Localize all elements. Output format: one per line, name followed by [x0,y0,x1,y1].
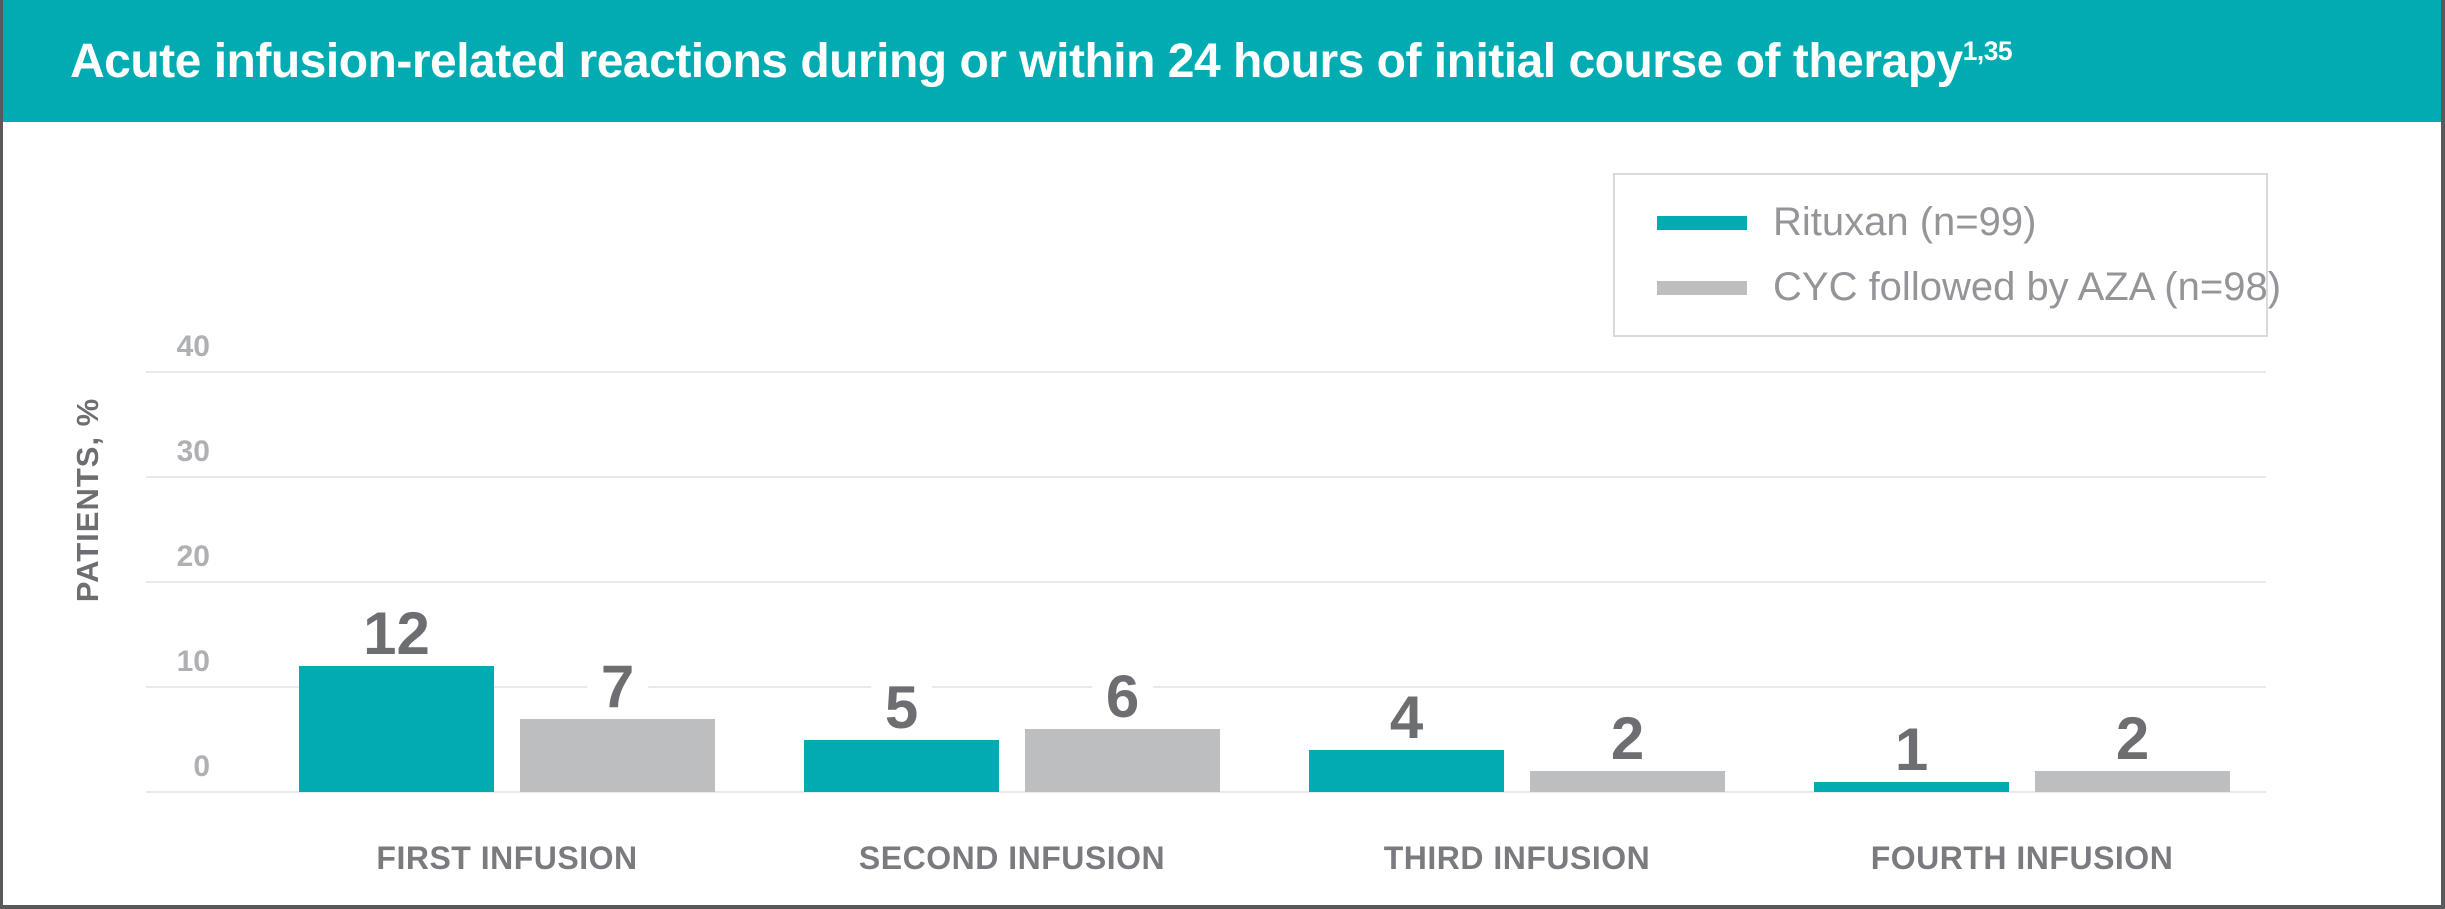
bar-value-label: 2 [2101,709,2164,769]
chart-legend: Rituxan (n=99) CYC followed by AZA (n=98… [1613,173,2281,337]
bar-series1-group1 [299,666,494,792]
legend-label: CYC followed by AZA (n=98) [1773,265,2282,309]
x-category-label: THIRD INFUSION [1383,840,1651,876]
bar-series2-group2 [1025,729,1220,792]
bar-series1-group4 [1814,781,2009,792]
cyc-aza-swatch-icon [1657,280,1747,295]
gridline-30 [146,476,2266,478]
bar-value-label: 4 [1375,688,1438,748]
gridline-0 [146,791,2266,793]
legend-label: Rituxan (n=99) [1773,200,2037,244]
y-axis-title: PATIENTS, % [70,397,105,603]
bar-value-label: 1 [1880,719,1943,779]
bar-value-label: 2 [1596,709,1659,769]
title-banner: Acute infusion-related reactions during … [3,0,2441,122]
bar-series1-group3 [1309,750,1504,792]
bar-value-label: 5 [870,677,933,737]
y-tick-label-20: 20 [176,540,210,573]
bar-value-label: 7 [586,656,649,716]
bar-series2-group4 [2035,771,2230,792]
bar-series2-group1 [520,718,715,792]
y-tick-label-30: 30 [176,435,210,468]
rituxan-swatch-icon [1657,215,1747,230]
x-category-label: SECOND INFUSION [858,840,1166,876]
legend-item-rituxan: Rituxan (n=99) [1657,200,2266,245]
x-category-label: FIRST INFUSION [376,840,638,876]
bar-value-label: 12 [349,604,444,664]
gridline-10 [146,686,2266,688]
title-reference-superscript: 1,35 [1962,35,2013,66]
bar-series2-group3 [1530,771,1725,792]
bar-series1-group2 [804,739,999,792]
x-category-label: FOURTH INFUSION [1870,840,2174,876]
page-title: Acute infusion-related reactions during … [3,34,2013,89]
gridline-40 [146,371,2266,373]
page-title-text: Acute infusion-related reactions during … [70,34,1963,88]
legend-item-cyc-aza: CYC followed by AZA (n=98) [1657,265,2281,310]
bar-value-label: 6 [1091,667,1154,727]
plot-area: 40 30 20 10 0 12 7 FIRST INFUSION 5 6 SECOND INFUS… [146,332,2266,876]
y-tick-label-10: 10 [176,645,210,678]
y-tick-label-0: 0 [193,750,210,783]
gridline-20 [146,581,2266,583]
y-tick-label-40: 40 [176,330,210,363]
